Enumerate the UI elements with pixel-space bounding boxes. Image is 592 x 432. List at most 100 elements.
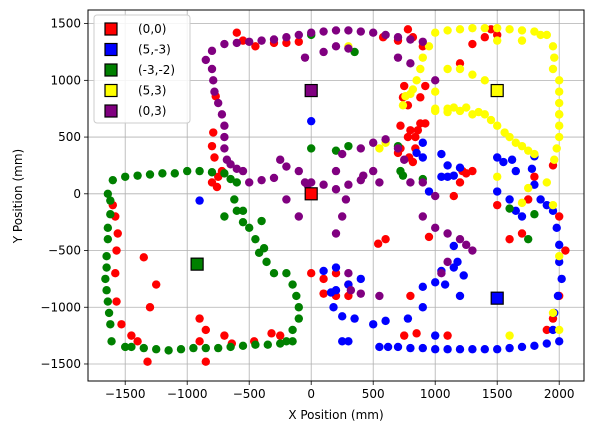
data-point — [220, 132, 229, 142]
legend: (0,0) (5,-3) (-3,-2) (5,3) (0,3) — [93, 14, 191, 124]
data-point — [238, 166, 248, 176]
data-point — [164, 346, 173, 355]
data-point — [139, 343, 148, 353]
data-point — [393, 144, 403, 153]
data-point — [245, 178, 254, 187]
data-point — [527, 164, 537, 174]
data-point — [431, 191, 440, 201]
data-point — [548, 64, 558, 74]
data-point — [226, 160, 235, 169]
data-point — [468, 166, 477, 176]
data-point — [111, 269, 120, 278]
data-point — [536, 30, 545, 40]
data-point — [480, 23, 489, 33]
data-point — [550, 155, 559, 164]
data-point — [530, 149, 539, 159]
data-point — [396, 121, 405, 130]
data-point — [524, 183, 533, 193]
data-point — [398, 101, 408, 110]
data-point — [408, 157, 418, 167]
data-point — [294, 314, 303, 323]
data-point — [307, 28, 316, 37]
data-point — [300, 53, 310, 62]
data-point — [555, 337, 564, 346]
data-point — [104, 308, 114, 318]
data-point — [207, 141, 217, 151]
data-point — [443, 345, 452, 354]
data-point — [262, 257, 271, 267]
data-point — [406, 291, 415, 301]
data-point — [468, 246, 477, 255]
data-point — [552, 223, 561, 233]
data-point — [524, 146, 533, 155]
data-point — [511, 138, 520, 147]
data-point — [121, 342, 130, 352]
data-point — [542, 200, 551, 210]
data-point — [201, 55, 210, 65]
data-point — [505, 132, 514, 142]
data-point — [195, 337, 204, 346]
data-point — [449, 263, 458, 272]
data-point — [530, 172, 539, 181]
data-point — [338, 149, 347, 159]
data-point — [307, 269, 316, 278]
data-point — [319, 47, 328, 57]
data-point — [493, 187, 502, 196]
data-point — [493, 172, 502, 181]
legend-label: (5,-3) — [138, 43, 171, 57]
data-point — [486, 115, 496, 125]
data-point — [381, 316, 390, 326]
data-point — [127, 331, 136, 340]
data-point — [406, 59, 415, 68]
data-point — [210, 87, 219, 96]
data-point — [548, 308, 558, 318]
data-point — [212, 182, 222, 192]
data-point — [329, 303, 338, 312]
data-point — [536, 195, 545, 204]
data-point — [257, 175, 266, 185]
data-point — [431, 87, 440, 96]
data-point — [220, 212, 229, 221]
data-point — [346, 286, 356, 295]
y-tick-label: 500 — [58, 130, 81, 144]
data-point — [106, 196, 115, 205]
data-point — [251, 42, 260, 51]
data-point — [183, 166, 192, 176]
data-point — [437, 149, 446, 159]
x-tick-label: 1500 — [482, 387, 513, 401]
data-point — [350, 314, 359, 323]
data-point — [449, 171, 458, 180]
data-point — [201, 325, 210, 335]
data-point — [524, 234, 533, 244]
data-point — [468, 345, 477, 354]
data-point — [106, 320, 115, 329]
data-point — [350, 47, 359, 57]
data-point — [431, 345, 440, 354]
series-(-3,-2) — [101, 30, 539, 355]
data-point — [455, 234, 465, 244]
y-tick-label: −1000 — [40, 300, 81, 314]
legend-box — [93, 14, 191, 124]
data-point — [431, 104, 440, 113]
data-point — [542, 339, 551, 348]
data-point — [511, 166, 520, 176]
data-point — [210, 153, 219, 162]
data-point — [103, 297, 113, 306]
legend-swatch — [104, 42, 118, 57]
data-point — [443, 172, 452, 181]
data-point — [331, 263, 341, 272]
data-point — [230, 195, 239, 204]
data-point — [269, 173, 279, 183]
data-point — [443, 229, 452, 238]
legend-swatch — [104, 83, 118, 98]
legend-label: (5,3) — [138, 84, 166, 98]
data-point — [294, 212, 303, 221]
data-point — [493, 121, 502, 130]
data-point — [207, 46, 217, 56]
data-point — [375, 144, 384, 153]
x-tick-label: −1500 — [105, 387, 146, 401]
data-point — [403, 132, 413, 142]
data-point — [245, 37, 254, 46]
data-point — [555, 132, 564, 142]
anchor-marker — [304, 83, 318, 98]
